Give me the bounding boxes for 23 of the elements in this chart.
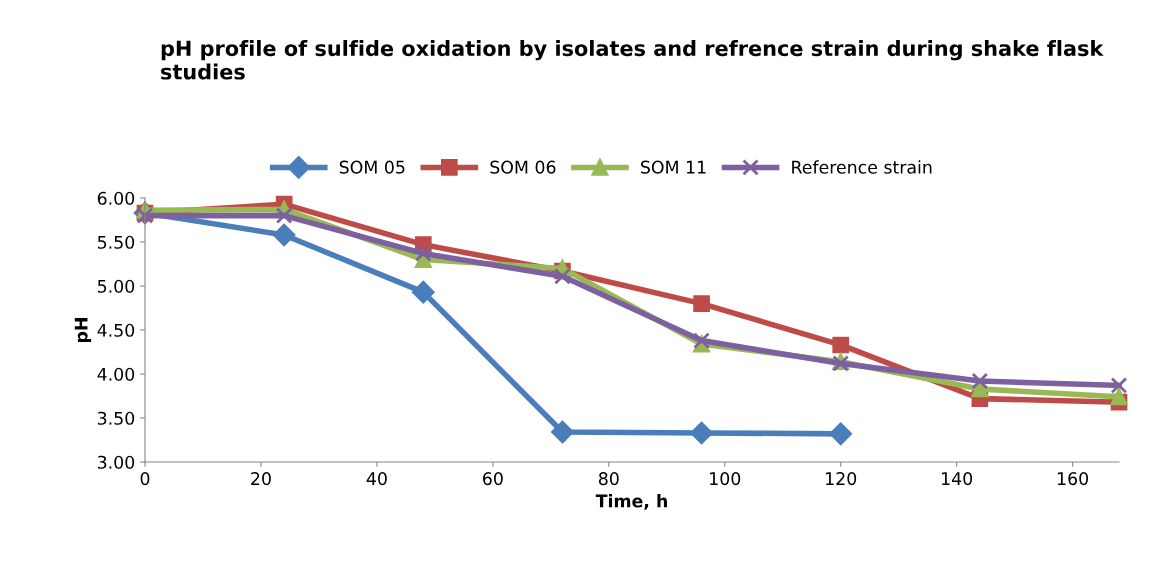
chart-title: pH profile of sulfide oxidation by isolates and refrence strain during shake flask studies <box>161 40 1104 80</box>
y-tick-label: 5.00 <box>97 279 135 293</box>
x-tick-label: 20 <box>251 472 271 486</box>
legend-label: Reference strain <box>792 160 932 174</box>
x-tick-label: 100 <box>710 472 741 486</box>
y-tick-label: 4.00 <box>97 367 135 381</box>
x-tick-label: 80 <box>598 472 619 486</box>
x-tick-label: 0 <box>140 472 150 486</box>
y-tick-label: 6.00 <box>97 191 135 205</box>
y-tick-label: 5.50 <box>97 235 135 249</box>
legend-label: SOM 11 <box>641 160 706 174</box>
x-tick-label: 160 <box>1057 472 1089 486</box>
y-tick-label: 4.50 <box>97 323 135 337</box>
y-tick-label: 3.00 <box>97 455 135 469</box>
legend-label: SOM 06 <box>490 160 556 174</box>
x-tick-label: 40 <box>366 472 387 486</box>
x-tick-label: 60 <box>483 472 503 486</box>
x-tick-label: 140 <box>942 472 973 486</box>
legend-label: SOM 05 <box>339 160 405 174</box>
x-axis-title: Time, h <box>595 494 667 510</box>
x-tick-label: 120 <box>826 472 857 486</box>
y-tick-label: 3.50 <box>97 411 135 425</box>
y-axis-title: pH <box>74 318 92 343</box>
